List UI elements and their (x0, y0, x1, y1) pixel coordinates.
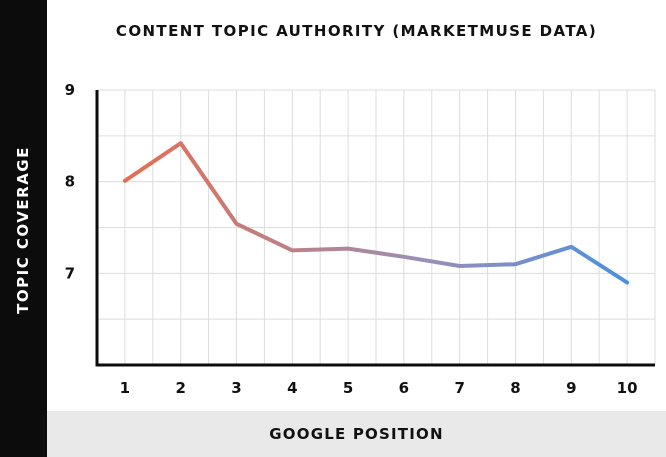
y-tick-label: 7 (65, 264, 75, 282)
x-axis-label: GOOGLE POSITION (269, 425, 444, 443)
x-tick-label: 3 (231, 379, 241, 397)
chart-title: CONTENT TOPIC AUTHORITY (MARKETMUSE DATA… (115, 22, 598, 40)
x-tick-label: 8 (510, 379, 520, 397)
x-axis-band: GOOGLE POSITION (47, 411, 666, 457)
x-tick-label: 1 (120, 379, 130, 397)
series (122, 141, 630, 285)
axes (95, 90, 655, 367)
x-tick-label: 7 (454, 379, 464, 397)
x-tick-label: 5 (343, 379, 353, 397)
y-tick-label: 9 (65, 81, 75, 99)
y-axis-band: TOPIC COVERAGE (0, 0, 47, 457)
x-tick-label: 6 (399, 379, 409, 397)
y-tick-label: 8 (65, 173, 75, 191)
y-tick-labels: 9 8 7 (65, 81, 75, 282)
grid (97, 89, 656, 365)
series-line (122, 141, 630, 285)
x-tick-labels: 1 2 3 4 5 6 7 8 9 10 (120, 379, 638, 397)
x-tick-label: 10 (617, 379, 638, 397)
x-tick-label: 9 (566, 379, 576, 397)
x-tick-label: 2 (175, 379, 185, 397)
x-tick-label: 4 (287, 379, 297, 397)
